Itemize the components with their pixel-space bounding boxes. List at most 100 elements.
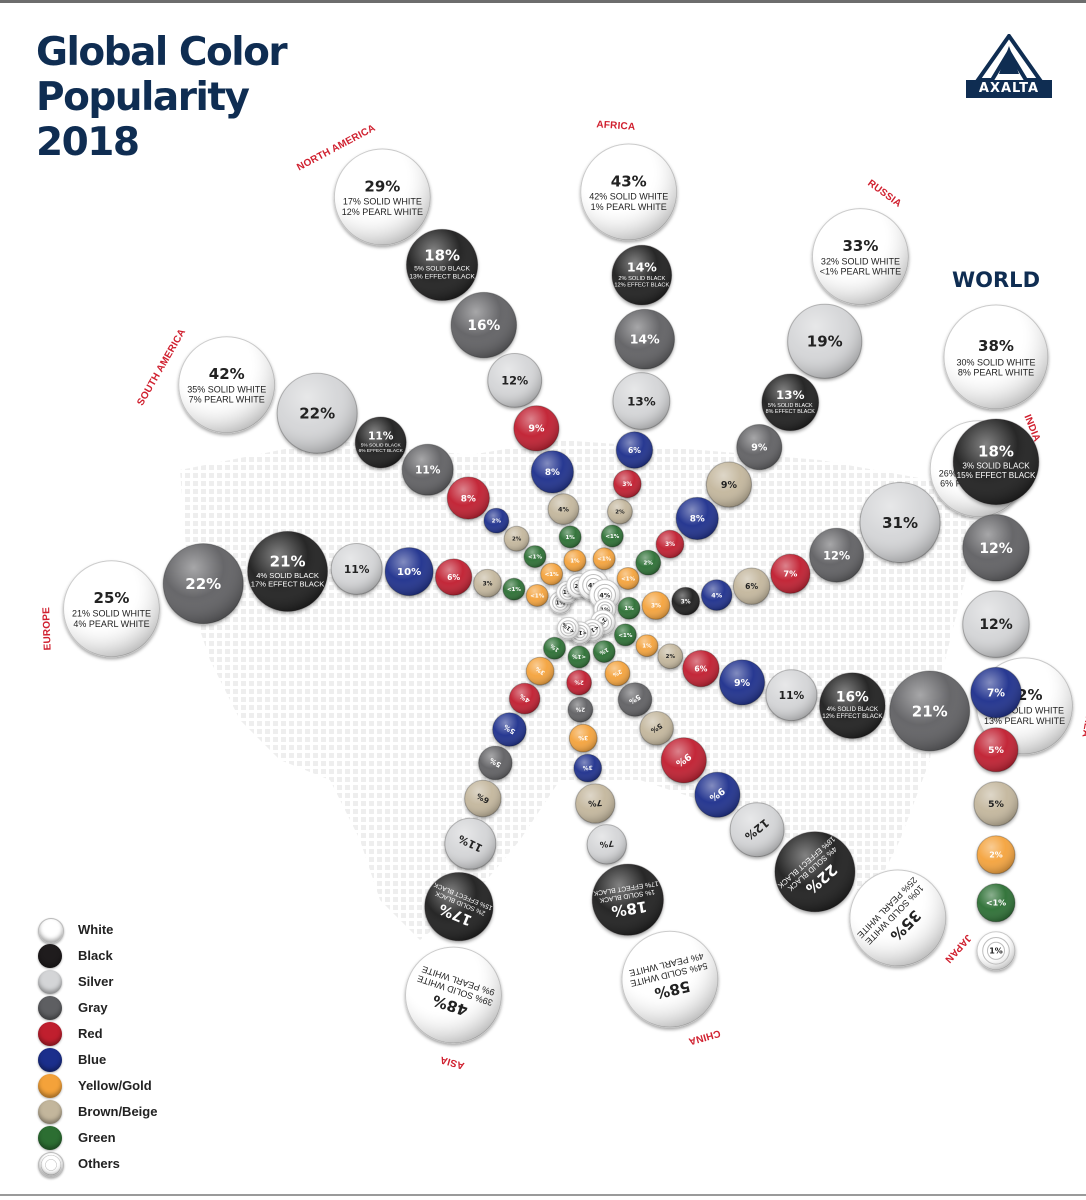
bubble-gloss [406,229,478,301]
bubble-value: 1% [598,646,609,656]
bubble-europe-3: 11% [330,542,383,595]
bubble-russia-7: 2% [635,549,662,576]
bubble-gloss [636,634,658,657]
bubble-value: 4% [558,505,569,513]
bubble-gloss [247,531,328,612]
bubble-value: 6% [628,446,641,455]
legend-item-green: Green [38,1126,218,1152]
bubble-south-korea-8: <1% [613,623,637,647]
bubble-india-6: 3% [671,586,701,616]
bubble-value: 1% [624,606,634,612]
bubble-value: 1% [565,535,575,541]
legend-item-gray: Gray [38,996,218,1022]
bubble-gloss [860,482,941,563]
bubble-value: 4% [599,591,610,599]
bubble-europe-5: 6% [434,558,473,596]
bubble-value: 22% [185,575,221,593]
bubble-gloss [163,543,244,624]
bubble-value: <1% [571,653,586,660]
bubble-value: 2% [492,519,502,525]
world-bubble-5: 5% [973,727,1019,773]
bubble-gloss [656,530,684,558]
bubble-value: 31% [882,514,918,532]
bubble-value: 2% [512,537,522,543]
bubble-gloss [618,682,652,717]
bubble-value: 11% [368,429,394,442]
bubble-value: 11% [344,563,370,576]
bubble-south-korea-7: 1% [635,634,659,658]
bubble-sublabel: 6% EFFECT BLACK [359,448,404,454]
bubble-china-6: 2% [567,696,594,723]
bubble-gloss [706,461,752,508]
bubble-value: <1% [584,624,600,636]
bubble-gloss [566,670,592,695]
bubble-value: 7% [783,569,797,579]
bubble-sublabel: 7% PEARL WHITE [189,395,265,405]
bubble-gloss [447,476,490,520]
legend-label: Black [78,948,113,963]
bubble-value: 25% [94,589,130,607]
legend-item-others: Others [38,1152,218,1178]
bubble-gloss [593,547,616,570]
bubble-value: 16% [467,318,500,334]
bubble-asia-5: 5% [492,712,527,747]
bubble-asia-7: 3% [525,656,555,686]
bubble-value: 18% [610,897,648,920]
bubble-value: 3% [622,482,632,488]
legend-swatch-gray [38,996,62,1020]
bubble-south-korea-1: 21% [889,670,971,752]
bubble-sublabel: <1% PEARL WHITE [820,267,901,277]
bubble-value: 8% [461,494,476,504]
bubble-china-4: 3% [573,753,603,783]
bubble-china-5: 3% [568,723,598,753]
bubble-value: 8% [545,468,560,478]
bubble-value: 3% [651,604,661,610]
bubble-china-3: 7% [575,783,616,824]
world-bubble-8: <1% [976,883,1016,923]
bubble-gloss [621,931,718,1028]
legend-swatch-red [38,1022,62,1046]
others-ring [562,622,574,634]
bubble-value: 9% [528,424,545,435]
world-bubble-6: 5% [973,781,1019,827]
bubble-gloss [613,372,670,430]
bubble-value: 3% [578,734,588,740]
bubble-gloss [614,623,637,646]
bubble-europe-8: <1% [525,583,549,607]
bubble-sublabel: 13% EFFECT BLACK [409,273,475,280]
bubble-japan-2: 12% [729,802,785,858]
bubble-value: 8% [690,515,705,525]
bubble-sublabel: 1% PEARL WHITE [591,202,667,212]
bubble-gloss [774,831,855,912]
bubble-sublabel: 2% SOLID BLACK [618,276,665,282]
bubble-sublabel: 19% SOLID WHITE [985,706,1064,716]
others-ring [982,936,1010,965]
bubble-value: 2% [666,654,676,660]
bubble-gloss [483,508,509,534]
bubble-south-korea-3: 11% [765,669,818,722]
bubble-south-america-5: 2% [483,507,510,534]
bubble-gloss [642,591,670,620]
bubble-gloss [424,872,494,941]
bottom-rule [0,1194,1086,1196]
world-bubble-9: 1% [976,931,1016,971]
bubble-gloss [730,802,785,857]
legend-swatch-white [38,918,64,944]
bubble-value: 38% [978,337,1014,355]
bubble-gloss [569,724,598,753]
world-bubble-4: 7% [970,666,1022,719]
bubble-value: 7% [588,798,603,809]
bubble-gloss [478,746,513,780]
bubble-sublabel: 32% SOLID WHITE [821,256,900,266]
bubble-china-2: 7% [586,824,627,865]
legend-label: Yellow/Gold [78,1078,152,1093]
bubble-value: 18% [978,443,1014,461]
world-bubble-7: 2% [976,835,1016,875]
bubble-gloss [435,558,472,596]
